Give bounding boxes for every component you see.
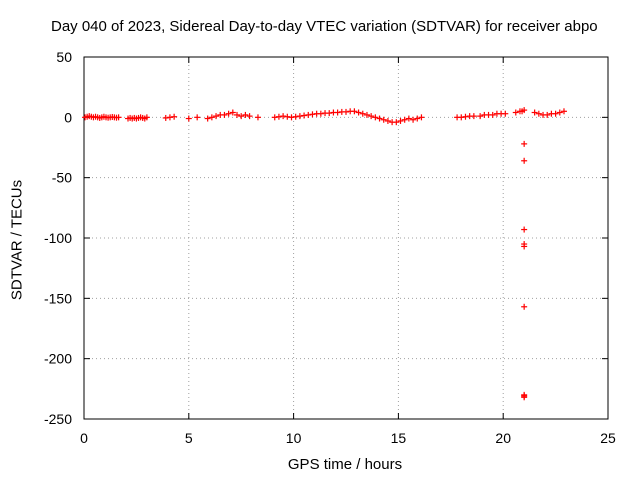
data-point [317, 110, 324, 117]
y-tick-label: -200 [44, 351, 72, 367]
data-point [351, 108, 358, 115]
chart-title: Day 040 of 2023, Sidereal Day-to-day VTE… [51, 18, 598, 35]
data-point [359, 110, 366, 117]
data-point [372, 114, 379, 121]
data-point [376, 115, 383, 122]
x-tick-label: 5 [185, 430, 193, 446]
data-point [462, 113, 469, 120]
data-point [221, 111, 228, 118]
data-point [225, 110, 232, 117]
y-tick-label: 0 [64, 109, 72, 125]
data-point [162, 114, 169, 121]
data-point [535, 110, 542, 117]
data-point [334, 109, 341, 116]
data-point [355, 109, 362, 116]
data-point [521, 393, 528, 400]
data-point [213, 113, 220, 120]
data-point [296, 113, 303, 120]
y-tick-label: -250 [44, 411, 72, 427]
data-point [301, 112, 308, 119]
data-point [171, 113, 178, 120]
data-point [521, 243, 528, 250]
data-point [521, 303, 528, 310]
data-point [246, 113, 253, 120]
data-point [552, 110, 559, 117]
data-point [544, 111, 551, 118]
data-point [489, 111, 496, 118]
data-point [477, 113, 484, 120]
data-point [166, 114, 173, 121]
data-point [254, 114, 261, 121]
data-point [305, 111, 312, 118]
data-point [292, 113, 299, 120]
data-point [512, 109, 519, 116]
data-point [234, 111, 241, 118]
data-point [521, 226, 528, 233]
data-point [521, 157, 528, 164]
y-tick-label: -100 [44, 230, 72, 246]
data-point [343, 108, 349, 115]
data-point [521, 107, 528, 114]
data-point [393, 119, 400, 126]
x-tick-label: 0 [80, 430, 88, 446]
data-point [470, 113, 477, 120]
data-point [309, 111, 316, 118]
data-point [458, 114, 465, 121]
y-tick-label: -50 [52, 170, 72, 186]
data-point [143, 114, 150, 121]
data-point [208, 114, 215, 121]
data-point [238, 113, 245, 120]
x-tick-label: 15 [391, 430, 407, 446]
data-point [410, 116, 417, 123]
data-point [502, 110, 509, 117]
data-point [284, 113, 291, 120]
y-tick-label: -150 [44, 290, 72, 306]
data-point [288, 114, 295, 121]
data-point [326, 110, 333, 117]
data-points [82, 107, 567, 401]
data-point [414, 115, 421, 122]
data-point [397, 117, 404, 124]
data-point [115, 114, 122, 121]
data-point [521, 140, 528, 147]
tick-layer: 50 0 -50 -100 -150 -200 -250 0 5 10 15 20 25 [44, 49, 616, 446]
data-point [204, 115, 211, 122]
data-point [560, 108, 567, 115]
x-tick-label: 25 [600, 430, 616, 446]
x-tick-label: 20 [495, 430, 511, 446]
data-point [384, 117, 391, 124]
x-axis-label: GPS time / hours [287, 456, 403, 473]
data-point [185, 115, 192, 122]
data-point [363, 111, 370, 118]
data-point [275, 113, 282, 120]
data-point [280, 113, 287, 120]
x-tick-label: 10 [286, 430, 302, 446]
data-point [531, 109, 538, 116]
data-point [271, 114, 278, 121]
data-point [418, 114, 425, 121]
data-point [229, 109, 236, 116]
data-point [405, 115, 412, 122]
data-point [556, 109, 563, 116]
data-point [242, 111, 249, 118]
data-point [368, 113, 375, 120]
data-point [194, 114, 201, 121]
data-point [401, 116, 408, 123]
data-point [380, 116, 387, 123]
y-tick-label: 50 [56, 49, 72, 65]
